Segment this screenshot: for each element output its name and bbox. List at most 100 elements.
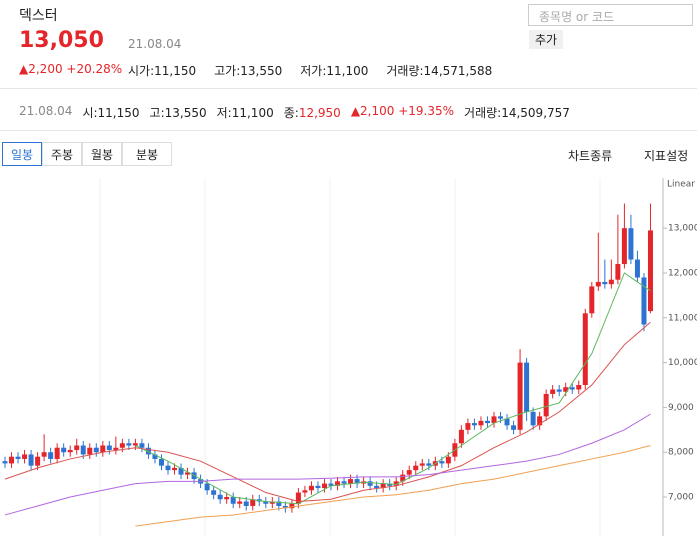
summary-value: 14,509,757 (501, 106, 570, 120)
add-button[interactable]: 추가 (529, 30, 564, 49)
candle-body (178, 467, 184, 475)
candle-body (132, 443, 138, 446)
candle-body (400, 474, 406, 482)
summary-item: 거래량:14,509,757 (464, 104, 570, 121)
candle-body (204, 483, 210, 491)
candle-body (517, 362, 523, 430)
y-tick-label: 11,000 (668, 313, 697, 323)
stat-label: 거래량: (386, 64, 424, 78)
stat: 시가:11,150 (128, 62, 196, 79)
candle-body (269, 501, 275, 504)
summary-label: 거래량: (464, 106, 502, 120)
stat-value: 13,550 (240, 64, 283, 78)
candle-body (641, 277, 647, 325)
y-tick-label: 10,000 (668, 358, 697, 368)
candle-body (380, 483, 386, 489)
candle-body (126, 443, 132, 446)
summary-item: ▲2,100 +19.35% (351, 104, 454, 121)
candle-body (61, 447, 67, 453)
candle-body (87, 447, 93, 455)
candle-body (80, 445, 86, 455)
tab[interactable]: 분봉 (122, 142, 172, 166)
summary-date: 21.08.04 (19, 104, 73, 118)
search-box[interactable]: 종목명 or 코드 (528, 4, 693, 26)
candle-body (119, 443, 125, 448)
candle-body (530, 411, 536, 426)
candle-body (367, 481, 373, 486)
scale-label: Linear (667, 180, 695, 190)
stock-name: 덱스터 (19, 8, 58, 24)
candle-body (576, 385, 582, 390)
stats: 시가:11,150 고가:13,550 저가:11,100 거래량:14,571,58… (128, 62, 492, 79)
stat-value: 11,150 (154, 64, 197, 78)
candle-body (615, 264, 621, 280)
candle-body (439, 461, 445, 464)
date: 21.08.04 (128, 37, 182, 51)
moving-average (135, 272, 651, 505)
tab[interactable]: 일봉 (2, 142, 42, 166)
stat: 고가:13,550 (214, 62, 282, 79)
candle-body (295, 492, 301, 504)
candle-body (628, 228, 634, 260)
candle-body (308, 485, 314, 491)
change: ▲2,200 +20.28% (19, 62, 123, 76)
indicator-menu[interactable]: 지표설정 (644, 149, 689, 163)
summary-value: 12,950 (298, 106, 341, 120)
stat-value: 14,571,588 (423, 64, 493, 78)
summary-item: 종:12,950 (284, 104, 341, 121)
candle-body (145, 447, 151, 455)
tab[interactable]: 주봉 (42, 142, 82, 166)
vgrid (99, 178, 601, 536)
candle-body (185, 472, 191, 475)
summary-item: 고:13,550 (150, 104, 207, 121)
divider (0, 130, 697, 131)
candle-body (2, 461, 8, 464)
candle-body (504, 418, 510, 426)
candle-body (354, 479, 360, 484)
candle-body (393, 481, 399, 486)
candle-body (9, 456, 15, 464)
divider (0, 88, 697, 89)
candle-body (595, 281, 601, 287)
stat: 거래량:14,571,588 (386, 62, 492, 79)
y-tick-label: 8,000 (668, 448, 694, 458)
summary-label: 고: (149, 106, 165, 120)
candle-body (484, 420, 490, 424)
candle-body (458, 429, 464, 444)
candle-body (556, 389, 562, 392)
stat-label: 시가: (128, 64, 155, 78)
candle-body (67, 449, 73, 453)
price: 13,050 (19, 28, 104, 53)
moving-average (135, 445, 651, 527)
candle-body (139, 443, 145, 448)
summary-value: 11,100 (231, 106, 274, 120)
tab[interactable]: 월봉 (82, 142, 122, 166)
y-tick-label: 7,000 (668, 493, 694, 503)
candle-body (634, 259, 640, 278)
stat-label: 저가: (300, 64, 327, 78)
candle-body (315, 485, 321, 489)
y-tick-label: 13,000 (668, 224, 697, 234)
candle-body (158, 458, 164, 466)
candle-body (282, 505, 288, 509)
candle-body (563, 387, 569, 392)
candle-body (243, 501, 249, 506)
moving-average (4, 413, 651, 516)
candle-body (537, 416, 543, 426)
candle-body (302, 490, 308, 493)
candle-body (328, 483, 334, 486)
stat-value: 11,100 (326, 64, 369, 78)
candle-body (413, 465, 419, 471)
candle-body (172, 467, 178, 471)
candle-body (602, 281, 608, 285)
candle-body (276, 501, 282, 506)
candle-body (74, 445, 80, 450)
candle-body (93, 447, 99, 453)
candle-body (524, 362, 530, 412)
candle-body (335, 481, 341, 486)
candle-body (35, 456, 41, 466)
chart-type-menu[interactable]: 차트종류 (568, 149, 613, 163)
candle-body (113, 447, 119, 450)
candle-body (608, 279, 614, 285)
